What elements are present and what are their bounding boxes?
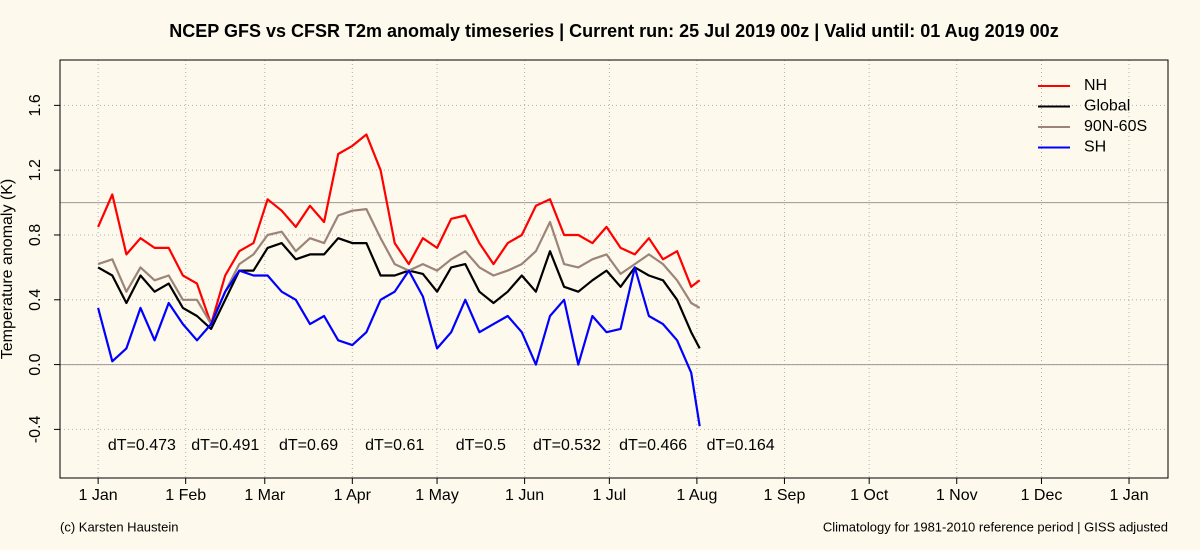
annotation: dT=0.466	[619, 437, 687, 454]
annotation: dT=0.491	[191, 437, 259, 454]
y-tick-label: 0.4	[27, 289, 44, 311]
legend-label: Global	[1084, 98, 1130, 115]
x-tick-label: 1 Oct	[850, 487, 889, 504]
annotation: dT=0.164	[707, 437, 775, 454]
y-axis-label: Temperature anomaly (K)	[0, 179, 16, 360]
plot-frame	[59, 59, 1169, 479]
x-tick-label: 1 Apr	[334, 487, 372, 504]
footer-left: (c) Karsten Haustein	[60, 519, 179, 534]
y-tick-label: 0.0	[27, 353, 44, 375]
x-tick-label: 1 Dec	[1021, 487, 1063, 504]
legend-label: NH	[1084, 77, 1107, 94]
series-line	[97, 266, 701, 427]
x-tick-label: 1 Jan	[1109, 487, 1148, 504]
x-tick-label: 1 Feb	[165, 487, 206, 504]
annotation: dT=0.473	[108, 437, 176, 454]
x-tick-label: 1 Jun	[505, 487, 544, 504]
y-tick-label: -0.4	[27, 416, 44, 444]
annotation: dT=0.69	[279, 437, 338, 454]
y-tick-label: 0.8	[27, 224, 44, 246]
series-line	[97, 208, 701, 326]
series-line	[97, 237, 701, 349]
annotation: dT=0.61	[365, 437, 424, 454]
x-tick-label: 1 Jan	[79, 487, 118, 504]
y-tick-label: 1.2	[27, 159, 44, 181]
annotation: dT=0.5	[456, 437, 506, 454]
annotation: dT=0.532	[533, 437, 601, 454]
legend-label: SH	[1084, 139, 1106, 156]
y-tick-label: 1.6	[27, 94, 44, 116]
x-tick-label: 1 Aug	[676, 487, 717, 504]
series-line	[97, 133, 701, 326]
x-tick-label: 1 Jul	[592, 487, 626, 504]
footer-right: Climatology for 1981-2010 reference peri…	[823, 519, 1168, 534]
chart-title: NCEP GFS vs CFSR T2m anomaly timeseries …	[169, 21, 1058, 41]
legend-label: 90N-60S	[1084, 118, 1147, 135]
x-tick-label: 1 Mar	[244, 487, 286, 504]
x-tick-label: 1 May	[415, 487, 459, 504]
x-tick-label: 1 Sep	[764, 487, 806, 504]
x-tick-label: 1 Nov	[936, 487, 978, 504]
